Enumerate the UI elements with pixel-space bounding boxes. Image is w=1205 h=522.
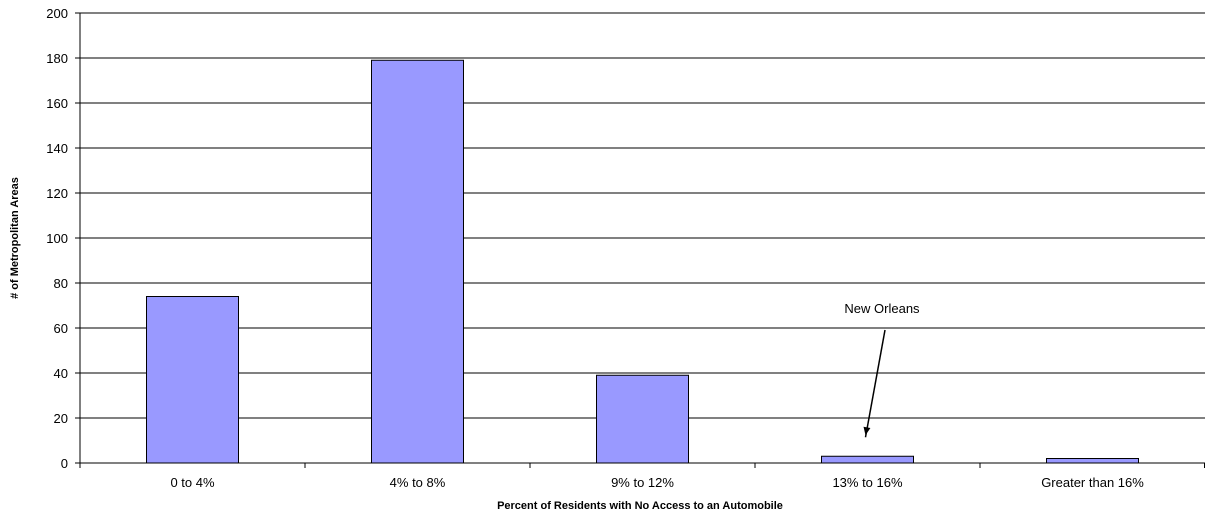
y-tick-label: 80 [54,276,68,291]
y-tick-label: 40 [54,366,68,381]
y-tick-label: 100 [46,231,68,246]
bar-4 [821,455,914,464]
x-tick-label: 0 to 4% [170,475,215,490]
annotation-arrowhead [863,426,871,436]
y-tick-label: 60 [54,321,68,336]
bar-5 [1046,458,1139,464]
x-tick-label: 4% to 8% [390,475,446,490]
y-axis-title: # of Metropolitan Areas [9,177,21,299]
annotation-new-orleans-label: New Orleans [844,301,920,316]
y-tick-label: 120 [46,186,68,201]
gridlines [80,12,1205,419]
x-tick-label: 9% to 12% [611,475,674,490]
x-tick-labels: 0 to 4% 4% to 8% 9% to 12% 13% to 16% Greate… [170,475,1144,490]
y-tick-label: 140 [46,141,68,156]
y-tick-label: 200 [46,6,68,21]
annotation-arrow-line [864,329,886,438]
annotation: New Orleans [844,301,920,438]
bar-1 [146,296,239,464]
bars [146,59,1139,464]
bar-3 [596,374,689,464]
x-tick-label: 13% to 16% [832,475,903,490]
bar-2 [371,59,464,464]
y-tick-labels: 0 20 40 60 80 100 120 140 160 180 200 [46,6,68,471]
y-tick-label: 160 [46,96,68,111]
axes [75,12,1205,468]
x-axis-title: Percent of Residents with No Access to a… [497,500,783,512]
y-tick-label: 0 [61,456,68,471]
y-tick-label: 20 [54,411,68,426]
x-tick-label: Greater than 16% [1041,475,1144,490]
y-tick-label: 180 [46,51,68,66]
